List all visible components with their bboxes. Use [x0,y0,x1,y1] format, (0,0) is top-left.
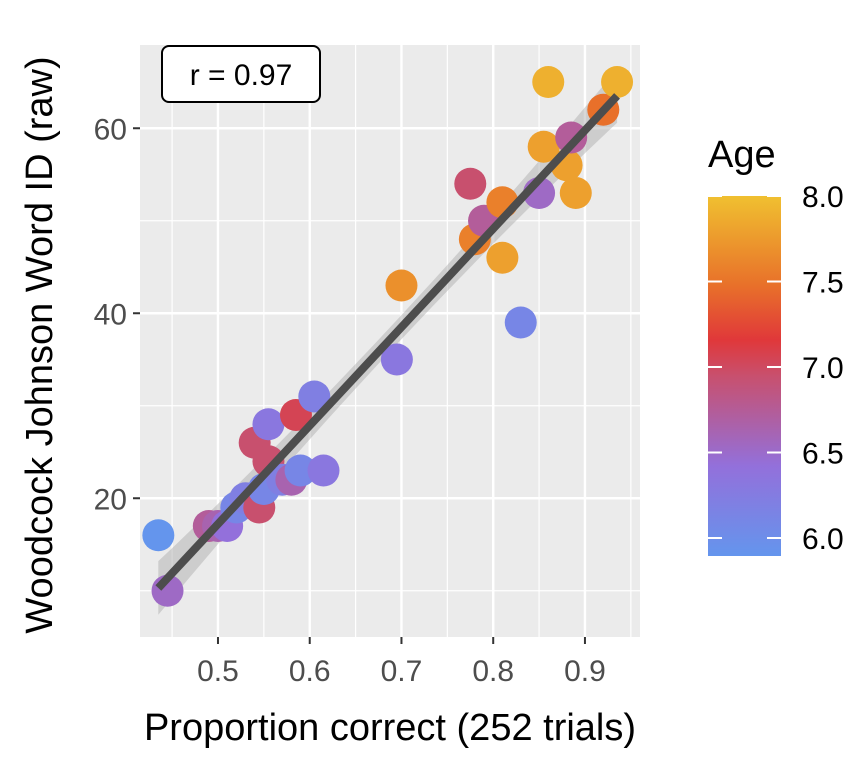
data-point [601,66,634,98]
data-point [527,130,560,163]
legend-tick-label: 6.5 [802,438,844,471]
legend-tick-label: 6.0 [802,523,844,556]
legend-title: Age [708,134,776,176]
grid-minor [140,45,640,637]
legend-tick-label: 7.5 [802,267,844,300]
x-axis-title: Proportion correct (252 trials) [144,707,636,749]
data-point [555,121,588,154]
y-axis-title: Woodcock Johnson Word ID (raw) [19,56,61,633]
legend-colorbar [708,196,781,556]
data-point [298,380,331,413]
data-point [380,343,413,376]
data-point [486,241,519,274]
regression-line [155,93,620,591]
legend-ticks: 8.0 7.5 7.0 6.5 6.0 [708,181,844,556]
data-point [252,408,285,441]
data-point [385,269,418,302]
annotation-box [161,45,321,103]
x-tick-label: 0.7 [381,655,423,688]
x-axis: 0.5 0.6 0.7 0.8 0.9 [197,637,606,688]
y-axis: 20 40 60 [94,113,140,516]
legend-tick-label: 8.0 [802,181,844,214]
annotation-text: r = 0.97 [190,59,293,92]
color-legend: Age 8.0 7.5 7.0 6.5 6.0 [708,134,844,556]
data-point [284,454,317,487]
data-point [454,167,487,200]
y-tick-label: 20 [94,483,127,516]
data-point [532,66,565,98]
x-tick-label: 0.6 [289,655,331,688]
data-point [504,306,537,339]
correlation-annotation: r = 0.97 [161,45,321,103]
y-tick-label: 40 [94,298,127,331]
data-point [142,519,175,552]
x-tick-label: 0.5 [197,655,239,688]
x-tick-label: 0.9 [564,655,606,688]
data-point [307,454,340,487]
x-tick-label: 0.8 [472,655,514,688]
legend-tick-label: 7.0 [802,352,844,385]
y-tick-label: 60 [94,113,127,146]
data-point [559,177,592,209]
